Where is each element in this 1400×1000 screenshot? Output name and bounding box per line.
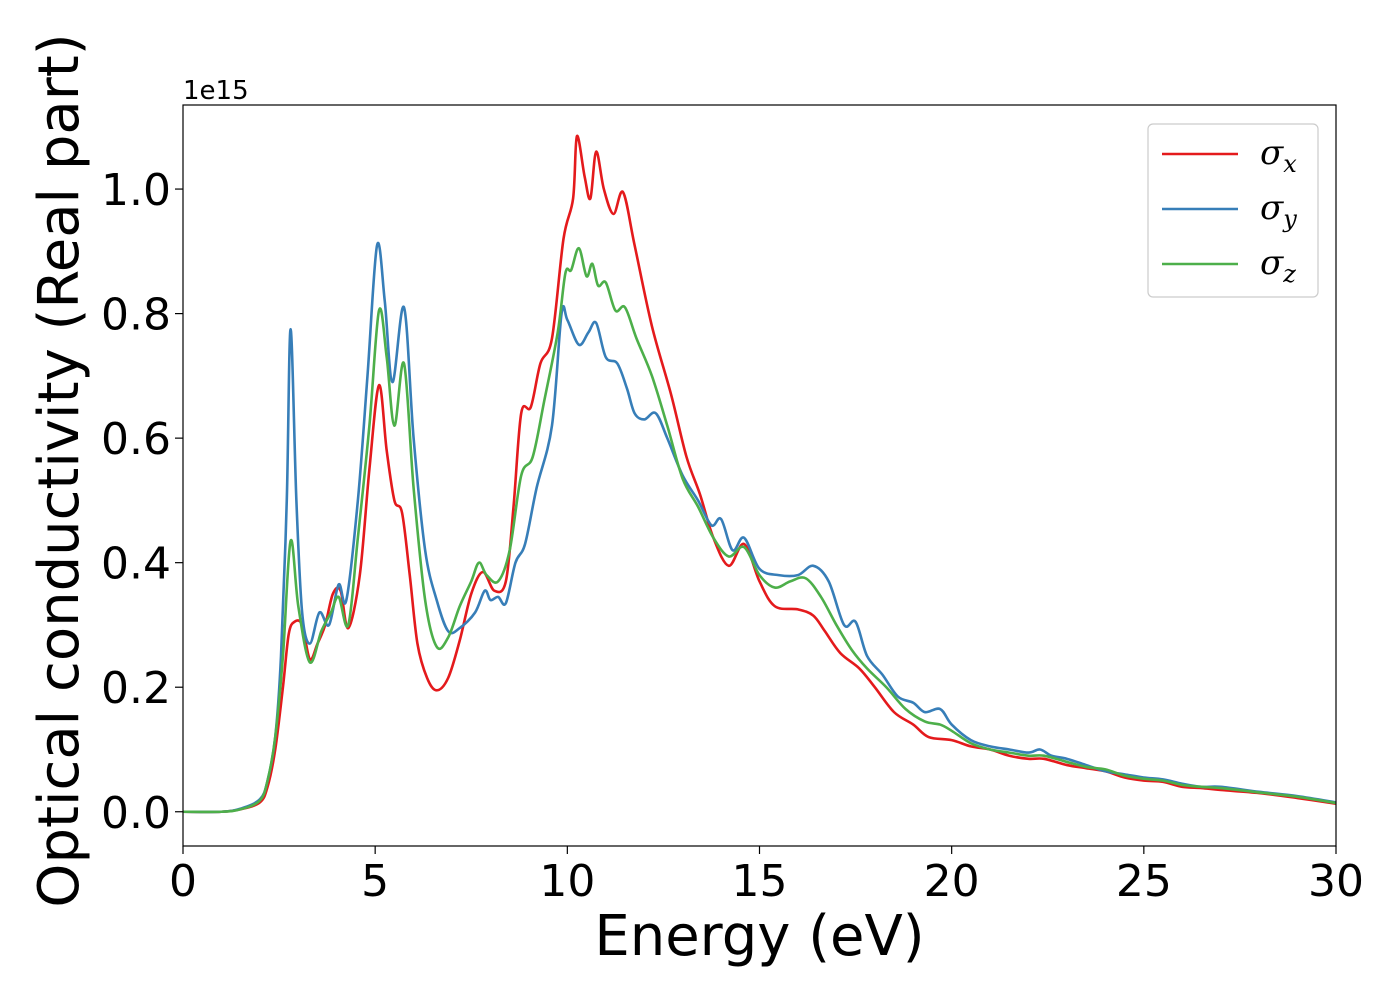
legend-label-z: σz	[1260, 243, 1296, 288]
y-axis-offset-label: 1e15	[183, 76, 249, 106]
y-axis-ticks: 0.0 0.2 0.4 0.6 0.8 1.0	[101, 165, 183, 839]
legend-symbol: σ	[1260, 133, 1284, 173]
legend-subscript: z	[1282, 260, 1296, 288]
x-tick-label: 15	[732, 856, 788, 907]
legend-subscript: y	[1282, 205, 1297, 233]
x-tick-label: 20	[924, 856, 980, 907]
y-tick-label: 0.8	[101, 290, 171, 341]
y-tick-label: 0.2	[101, 663, 171, 714]
y-tick-label: 0.0	[101, 788, 171, 839]
legend-label-x: σx	[1260, 133, 1297, 178]
x-axis-ticks: 0 5 10 15 20 25 30	[169, 846, 1364, 907]
y-tick-label: 0.6	[101, 414, 171, 465]
y-tick-label: 1.0	[101, 165, 171, 216]
x-tick-label: 5	[361, 856, 389, 907]
legend-subscript: x	[1283, 150, 1297, 178]
y-axis-label: Optical conductivity (Real part)	[27, 33, 92, 907]
legend-box	[1147, 123, 1319, 298]
x-tick-label: 30	[1308, 856, 1364, 907]
legend-label-y: σy	[1260, 188, 1297, 233]
legend-symbol: σ	[1260, 188, 1284, 228]
x-tick-label: 10	[539, 856, 595, 907]
legend-symbol: σ	[1260, 243, 1284, 283]
x-axis-label: Energy (eV)	[594, 904, 924, 969]
y-tick-label: 0.4	[101, 539, 171, 590]
series-line-z	[183, 246, 1336, 814]
series-layer	[183, 134, 1336, 814]
x-tick-label: 0	[169, 856, 197, 907]
series-line-y	[183, 241, 1336, 814]
x-tick-label: 25	[1116, 856, 1172, 907]
